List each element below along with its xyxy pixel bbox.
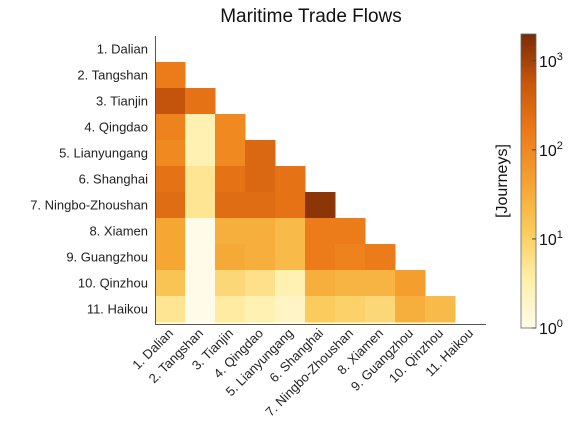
heatmap-cell xyxy=(335,296,366,323)
colorbar-tick-label: 102 xyxy=(539,140,563,160)
y-tick-label: 4. Qingdao xyxy=(84,120,148,135)
heatmap-cell xyxy=(275,244,306,271)
heatmap-cell xyxy=(155,296,186,323)
heatmap-cell xyxy=(215,218,246,245)
heatmap-cell xyxy=(155,218,186,245)
heatmap-cell xyxy=(305,270,336,297)
heatmap-cell xyxy=(365,270,396,297)
y-tick-label: 9. Guangzhou xyxy=(66,250,148,265)
heatmap-cell xyxy=(275,166,306,193)
heatmap-cell xyxy=(275,218,306,245)
heatmap-cell xyxy=(395,270,426,297)
chart-title: Maritime Trade Flows xyxy=(220,6,402,27)
heatmap-cell xyxy=(155,244,186,271)
heatmap-cell xyxy=(155,62,186,89)
heatmap-cell xyxy=(215,140,246,167)
heatmap-cell xyxy=(245,244,276,271)
heatmap-cell xyxy=(275,192,306,219)
heatmap-cell xyxy=(185,114,216,141)
heatmap-cell xyxy=(335,218,366,245)
heatmap-cell xyxy=(425,296,456,323)
colorbar-tick-label: 101 xyxy=(539,229,563,249)
heatmap-cell xyxy=(305,218,336,245)
y-tick-label: 8. Xiamen xyxy=(89,224,148,239)
heatmap-cell xyxy=(155,114,186,141)
heatmap-cell xyxy=(365,296,396,323)
heatmap-cell xyxy=(335,244,366,271)
heatmap-cell xyxy=(185,218,216,245)
heatmap-cell xyxy=(395,296,426,323)
heatmap-cell xyxy=(185,166,216,193)
heatmap-cell xyxy=(245,192,276,219)
heatmap-cell xyxy=(275,270,306,297)
colorbar-tick-label: 103 xyxy=(539,51,563,71)
heatmap-cell xyxy=(215,166,246,193)
y-tick-label: 5. Lianyungang xyxy=(59,146,148,161)
y-tick-label: 2. Tangshan xyxy=(77,68,148,83)
heatmap-cell xyxy=(185,296,216,323)
heatmap-cell xyxy=(335,270,366,297)
heatmap-cell xyxy=(185,140,216,167)
heatmap-cell xyxy=(215,244,246,271)
heatmap-cell xyxy=(185,270,216,297)
heatmap-cell xyxy=(155,270,186,297)
colorbar: 100 101 102 103 [Journeys] xyxy=(494,33,563,338)
heatmap-cell xyxy=(155,88,186,115)
heatmap-cell xyxy=(245,218,276,245)
heatmap-cell xyxy=(215,296,246,323)
heatmap-cell xyxy=(275,296,306,323)
y-tick-label: 10. Qinzhou xyxy=(78,276,148,291)
colorbar-tick-label: 100 xyxy=(539,318,563,338)
heatmap-cell xyxy=(215,270,246,297)
colorbar-gradient xyxy=(520,33,537,329)
heatmap-cell xyxy=(185,88,216,115)
y-tick-label: 7. Ningbo-Zhoushan xyxy=(30,198,148,213)
heatmap-cell xyxy=(215,192,246,219)
heatmap-cell xyxy=(365,244,396,271)
plot-axes xyxy=(155,36,486,325)
heatmap-cell xyxy=(305,244,336,271)
heatmap-cell xyxy=(185,244,216,271)
heatmap-cell xyxy=(245,270,276,297)
colorbar-ticks: 100 101 102 103 xyxy=(532,51,563,338)
heatmap-cell xyxy=(185,192,216,219)
y-tick-label: 3. Tianjin xyxy=(96,94,148,109)
heatmap-cell xyxy=(245,140,276,167)
y-tick-label: 11. Haikou xyxy=(87,302,148,317)
heatmap-cell xyxy=(305,192,336,219)
heatmap-cells xyxy=(155,62,456,323)
heatmap-cell xyxy=(305,296,336,323)
y-tick-label: 1. Dalian xyxy=(97,42,148,57)
heatmap-cell xyxy=(155,192,186,219)
heatmap-cell xyxy=(215,114,246,141)
heatmap-cell xyxy=(245,166,276,193)
heatmap-cell xyxy=(245,296,276,323)
y-tick-label: 6. Shanghai xyxy=(79,172,149,187)
y-axis-labels: 1. Dalian 2. Tangshan 3. Tianjin 4. Qingdao… xyxy=(30,42,148,317)
heatmap-cell xyxy=(155,166,186,193)
colorbar-label: [Journeys] xyxy=(494,144,511,218)
heatmap-cell xyxy=(155,140,186,167)
